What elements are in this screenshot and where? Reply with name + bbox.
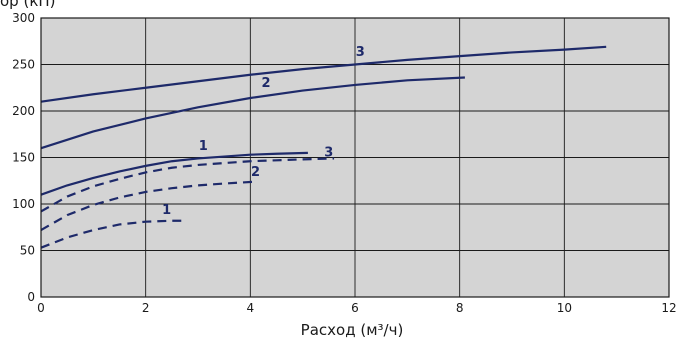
y-tick-label: 200 — [12, 104, 35, 118]
annotation-layer: 3 2 1 3 2 1 — [162, 45, 365, 218]
y-tick-label: 100 — [12, 197, 35, 211]
y-tick-label: 300 — [12, 11, 35, 25]
curve-number-label: 1 — [162, 203, 171, 218]
x-tick-label: 4 — [247, 301, 255, 315]
series-line-dashed-2 — [40, 180, 256, 231]
curve-number-label: 3 — [356, 45, 365, 60]
series-line-dashed-3 — [40, 157, 335, 213]
series-line-dashed-1 — [40, 219, 183, 249]
curve-number-label: 2 — [251, 165, 260, 180]
x-tick-label: 2 — [142, 301, 150, 315]
curve-number-label: 1 — [199, 139, 208, 154]
series-layer — [40, 45, 607, 249]
plot-frame — [40, 17, 670, 298]
x-tick-label: 10 — [557, 301, 572, 315]
y-tick-label: 150 — [12, 151, 35, 165]
x-tick-label: 6 — [351, 301, 359, 315]
axis-layer — [40, 17, 670, 298]
y-tick-label: 250 — [12, 58, 35, 72]
series-line-solid-2 — [40, 76, 465, 150]
x-tick-label: 8 — [456, 301, 464, 315]
x-tick-label: 12 — [661, 301, 676, 315]
series-line-solid-1 — [40, 151, 308, 196]
x-tick-label: 0 — [37, 301, 45, 315]
curve-number-label: 3 — [324, 146, 333, 161]
y-tick-label: 50 — [20, 244, 35, 258]
curve-number-label: 2 — [262, 76, 271, 91]
series-line-solid-3 — [40, 45, 607, 103]
y-tick-label: 0 — [27, 290, 35, 304]
x-axis-title: Расход (м³/ч) — [301, 321, 404, 339]
y-axis-title: ор (кП) — [0, 0, 56, 10]
